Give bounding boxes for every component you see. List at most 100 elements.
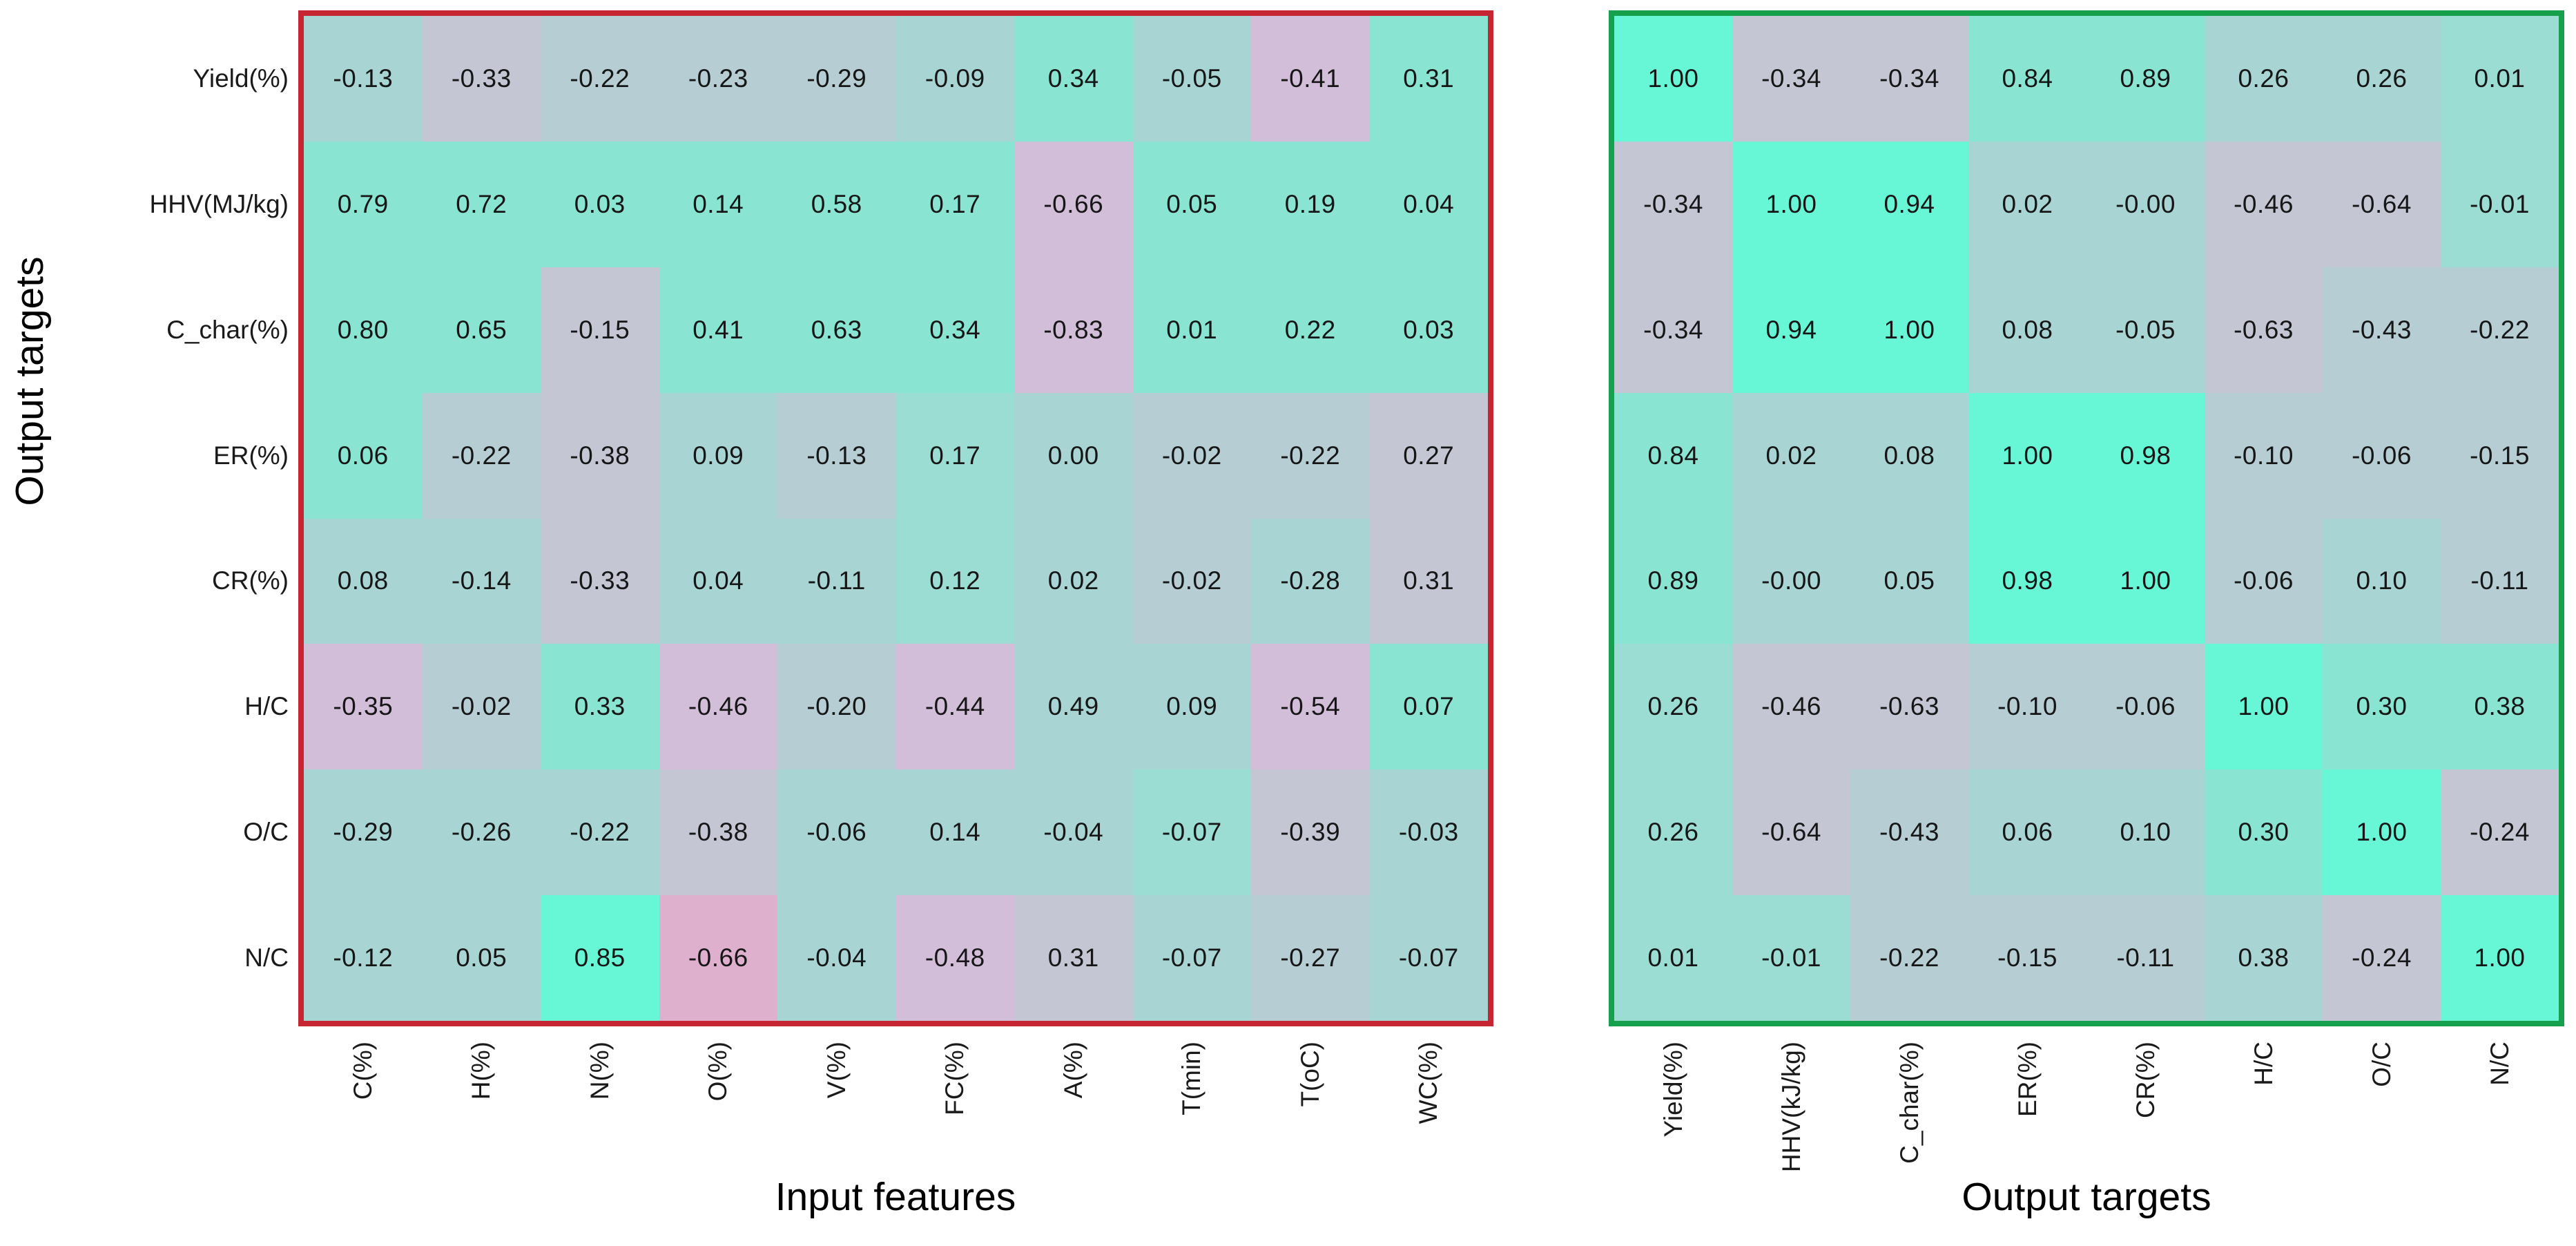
heatmap-cell: 0.58: [777, 141, 896, 267]
heatmap-cell: -0.43: [2323, 267, 2441, 393]
heatmap-cell: -0.46: [659, 644, 777, 770]
output-targets-grid: 1.00 -0.34 -0.34 0.84 0.89 0.26 0.26 0.01 -0.34 1…: [1614, 16, 2559, 1021]
heatmap-cell: 0.41: [659, 267, 777, 393]
heatmap-cell: 0.09: [659, 392, 777, 519]
heatmap-cell: -0.26: [422, 769, 541, 896]
x-tick-label: A(%): [1058, 1042, 1087, 1099]
heatmap-cell: -0.22: [422, 392, 541, 519]
heatmap-cell: -0.22: [2441, 267, 2559, 393]
heatmap-cell: 0.08: [304, 518, 423, 644]
heatmap-cell: -0.10: [2205, 392, 2323, 519]
heatmap-cell: 0.84: [1614, 392, 1732, 519]
heatmap-cell: 0.85: [541, 895, 659, 1021]
heatmap-cell: 0.49: [1014, 644, 1133, 770]
heatmap-cell: 1.00: [1614, 16, 1732, 142]
x-tick-label: C_char(%): [1895, 1042, 1924, 1164]
heatmap-cell: -0.48: [895, 895, 1014, 1021]
heatmap-cell: 0.65: [422, 267, 541, 393]
heatmap-cell: -0.63: [2205, 267, 2323, 393]
heatmap-cell: 0.34: [895, 267, 1014, 393]
y-tick-label: HHV(MJ/kg): [149, 189, 289, 218]
heatmap-cell: -0.11: [777, 518, 896, 644]
heatmap-cell: 0.03: [1369, 267, 1488, 393]
heatmap-cell: 0.89: [1614, 518, 1732, 644]
heatmap-cell: -0.00: [2086, 141, 2205, 267]
heatmap-cell: 0.33: [541, 644, 659, 770]
x-tick-label: T(oC): [1295, 1042, 1324, 1107]
x-axis-title-output-targets: Output targets: [1962, 1175, 2211, 1219]
x-tick-label: O(%): [704, 1042, 733, 1102]
heatmap-cell: -0.07: [1132, 769, 1251, 896]
y-tick-label: ER(%): [213, 441, 289, 470]
heatmap-cell: 0.14: [895, 769, 1014, 896]
heatmap-cell: -0.24: [2441, 769, 2559, 896]
y-tick-label: Yield(%): [193, 64, 289, 93]
heatmap-cell: -0.33: [541, 518, 659, 644]
heatmap-cell: -0.34: [1850, 16, 1968, 142]
heatmap-cell: 0.00: [1014, 392, 1133, 519]
heatmap-cell: 0.98: [2086, 392, 2205, 519]
heatmap-cell: 0.31: [1369, 16, 1488, 142]
x-tick-label: V(%): [822, 1042, 851, 1099]
heatmap-cell: 0.94: [1732, 267, 1850, 393]
heatmap-cell: 0.30: [2205, 769, 2323, 896]
heatmap-cell: 0.63: [777, 267, 896, 393]
heatmap-cell: -0.04: [1014, 769, 1133, 896]
heatmap-cell: -0.46: [1732, 644, 1850, 770]
heatmap-cell: -0.13: [304, 16, 423, 142]
heatmap-cell: -0.05: [1132, 16, 1251, 142]
input-features-grid: -0.13 -0.33 -0.22 -0.23 -0.29 -0.09 0.34 -0.05-…: [304, 16, 1488, 1021]
heatmap-cell: -0.06: [2205, 518, 2323, 644]
heatmap-cell: -0.38: [659, 769, 777, 896]
x-tick-label: C(%): [348, 1042, 377, 1100]
heatmap-cell: 0.72: [422, 141, 541, 267]
x-tick-label: FC(%): [940, 1042, 969, 1115]
heatmap-cell: -0.06: [2086, 644, 2205, 770]
heatmap-cell: 0.17: [895, 392, 1014, 519]
heatmap-cell: -0.41: [1251, 16, 1370, 142]
heatmap-cell: 0.06: [1968, 769, 2086, 896]
heatmap-cell: 0.26: [2323, 16, 2441, 142]
heatmap-cell: 0.02: [1014, 518, 1133, 644]
heatmap-cell: -0.66: [659, 895, 777, 1021]
heatmap-cell: -0.33: [422, 16, 541, 142]
heatmap-cell: 0.02: [1732, 392, 1850, 519]
heatmap-cell: 0.04: [1369, 141, 1488, 267]
x-tick-label: T(min): [1177, 1042, 1206, 1115]
heatmap-cell: -0.46: [2205, 141, 2323, 267]
heatmap-cell: 0.10: [2323, 518, 2441, 644]
heatmap-cell: -0.05: [2086, 267, 2205, 393]
y-tick-label: CR(%): [212, 566, 289, 595]
heatmap-cell: -0.34: [1614, 267, 1732, 393]
x-tick-label: H(%): [467, 1042, 496, 1100]
heatmap-cell: -0.38: [541, 392, 659, 519]
heatmap-cell: -0.22: [1251, 392, 1370, 519]
heatmap-cell: -0.13: [777, 392, 896, 519]
heatmap-cell: -0.54: [1251, 644, 1370, 770]
heatmap-cell: 0.01: [1614, 895, 1732, 1021]
x-tick-label: O/C: [2367, 1042, 2396, 1087]
heatmap-cell: -0.02: [422, 644, 541, 770]
heatmap-cell: 1.00: [2086, 518, 2205, 644]
heatmap-cell: 0.02: [1968, 141, 2086, 267]
heatmap-cell: -0.15: [1968, 895, 2086, 1021]
heatmap-cell: -0.06: [777, 769, 896, 896]
heatmap-cell: 0.08: [1968, 267, 2086, 393]
heatmap-cell: 0.08: [1850, 392, 1968, 519]
heatmap-cell: 0.89: [2086, 16, 2205, 142]
heatmap-cell: 0.79: [304, 141, 423, 267]
heatmap-cell: -0.22: [541, 16, 659, 142]
y-tick-label: N/C: [244, 943, 289, 972]
heatmap-cell: 0.10: [2086, 769, 2205, 896]
heatmap-cell: 0.80: [304, 267, 423, 393]
x-tick-label: Yield(%): [1658, 1042, 1687, 1138]
heatmap-cell: -0.22: [541, 769, 659, 896]
heatmap-cell: 0.26: [2205, 16, 2323, 142]
heatmap-cell: 1.00: [1732, 141, 1850, 267]
heatmap-cell: 1.00: [1850, 267, 1968, 393]
heatmap-cell: -0.28: [1251, 518, 1370, 644]
heatmap-cell: -0.34: [1614, 141, 1732, 267]
heatmap-cell: -0.11: [2086, 895, 2205, 1021]
x-tick-label: WC(%): [1414, 1042, 1443, 1124]
heatmap-cell: 0.94: [1850, 141, 1968, 267]
